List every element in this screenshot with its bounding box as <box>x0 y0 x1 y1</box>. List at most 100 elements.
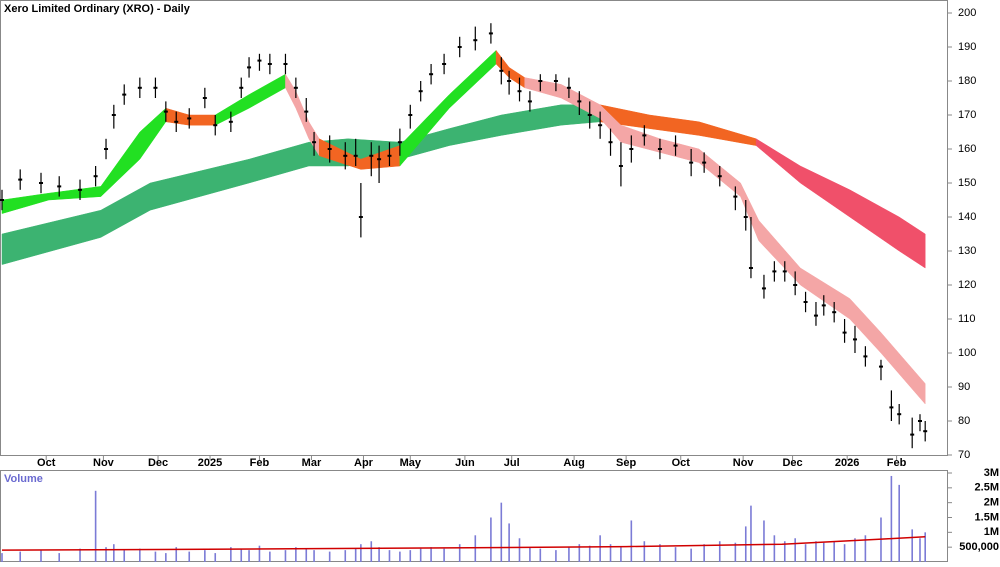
price-panel <box>0 0 948 456</box>
close-tick <box>842 331 847 334</box>
x-tick-label: Feb <box>887 457 907 469</box>
x-tick-label: Apr <box>354 457 374 469</box>
y-tick-label: 140 <box>958 211 976 223</box>
close-tick <box>878 365 883 368</box>
volume-bar <box>328 551 331 562</box>
close-tick <box>743 216 748 218</box>
close-tick <box>889 406 894 409</box>
close-tick <box>507 80 512 82</box>
close-tick <box>553 80 558 82</box>
close-tick <box>793 284 798 286</box>
close-tick <box>782 270 787 273</box>
band <box>495 49 525 89</box>
volume-bar <box>344 550 347 562</box>
close-tick <box>442 63 447 65</box>
close-tick <box>418 90 423 93</box>
volume-bar <box>750 505 752 562</box>
close-tick <box>369 154 374 157</box>
volume-bar <box>555 550 557 562</box>
y-tick-label: 80 <box>958 415 970 427</box>
x-tick-label: Nov <box>733 457 755 469</box>
volume-bar <box>599 535 601 562</box>
volume-bar <box>165 553 167 562</box>
volume-bar <box>94 490 97 562</box>
close-tick <box>353 154 358 157</box>
volume-bar <box>703 544 705 562</box>
y-tick-label: 2M <box>984 497 999 509</box>
volume-bar <box>911 529 913 562</box>
volume-title: Volume <box>4 473 43 485</box>
close-tick <box>213 124 218 127</box>
close-tick <box>397 141 402 144</box>
close-tick <box>629 148 634 150</box>
volume-bar <box>284 550 287 562</box>
close-tick <box>618 165 623 167</box>
volume-bar <box>659 544 661 562</box>
volume-bar <box>188 551 191 562</box>
close-tick <box>499 69 504 72</box>
volume-bar <box>175 547 178 562</box>
volume-bar <box>370 541 373 562</box>
volume-bar <box>490 517 492 562</box>
volume-bar <box>305 548 308 562</box>
volume-bar <box>508 523 510 562</box>
volume-bar <box>822 542 825 562</box>
x-tick-label: Nov <box>93 457 115 469</box>
close-tick <box>897 413 902 416</box>
close-tick <box>673 144 678 147</box>
close-tick <box>910 433 915 436</box>
close-tick <box>657 148 662 150</box>
close-tick <box>111 114 116 116</box>
close-tick <box>813 314 818 317</box>
y-tick-label: 120 <box>958 279 976 291</box>
close-tick <box>702 161 707 164</box>
volume-bar <box>924 532 926 562</box>
volume-bar <box>763 520 765 562</box>
close-tick <box>93 175 98 178</box>
volume-bar <box>443 548 445 562</box>
y-tick-label: 90 <box>958 381 970 393</box>
close-tick <box>408 114 413 116</box>
y-tick-label: 100 <box>958 347 976 359</box>
volume-bar <box>360 544 362 562</box>
close-tick <box>429 73 434 76</box>
volume-bar <box>843 544 846 562</box>
close-tick <box>457 46 462 48</box>
band <box>399 49 497 167</box>
close-tick <box>137 86 142 89</box>
close-tick <box>78 188 83 191</box>
close-tick <box>608 141 613 144</box>
y-tick-label: 180 <box>958 75 976 87</box>
y-tick-label: 170 <box>958 109 976 121</box>
y-tick-label: 70 <box>958 449 970 461</box>
volume-average <box>1 536 926 551</box>
volume-bar <box>154 551 157 562</box>
band <box>165 107 216 126</box>
volume-bar <box>58 553 61 562</box>
volume-bar <box>890 475 893 562</box>
x-tick-label: Dec <box>148 457 168 469</box>
volume-bar <box>430 547 432 562</box>
close-tick <box>761 287 766 290</box>
close-tick <box>304 110 309 113</box>
close-tick <box>327 148 332 150</box>
volume-bar <box>815 541 817 562</box>
volume-bar <box>399 551 401 562</box>
volume-bar <box>609 544 612 562</box>
x-tick-label: 2025 <box>198 457 222 469</box>
close-tick <box>257 59 262 62</box>
close-tick <box>832 311 837 314</box>
y-tick-label: 2.5M <box>975 482 999 494</box>
close-tick <box>587 114 592 116</box>
y-tick-label: 160 <box>958 143 976 155</box>
band <box>214 73 286 126</box>
close-tick <box>228 120 233 123</box>
volume-bar <box>833 541 835 562</box>
close-tick <box>312 141 317 144</box>
volume-bar <box>690 548 692 562</box>
volume-bar <box>794 538 796 562</box>
volume-bar <box>313 550 315 562</box>
volume-bar <box>240 548 243 562</box>
volume-bar <box>919 538 921 562</box>
y-tick-label: 200 <box>958 7 976 19</box>
